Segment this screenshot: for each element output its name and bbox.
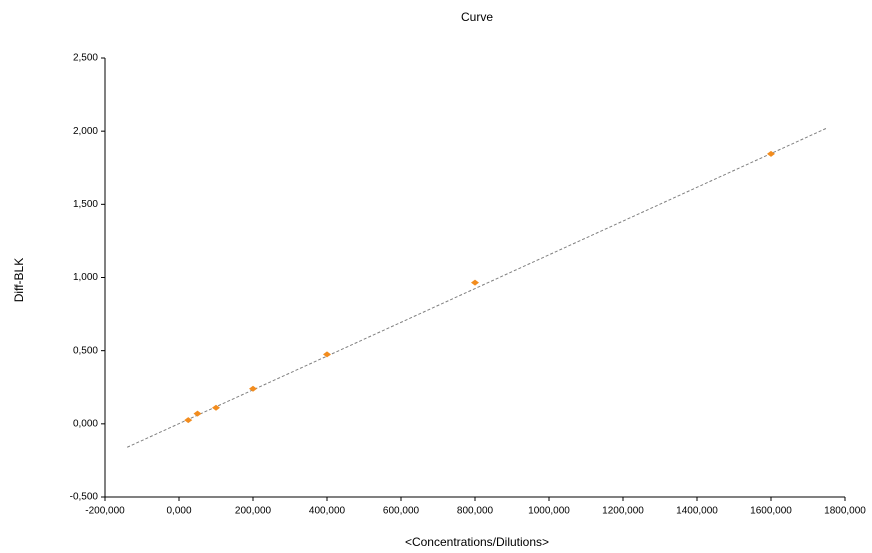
x-tick-label: 200,000 bbox=[235, 506, 272, 517]
data-point bbox=[249, 385, 257, 392]
x-tick-label: 1800,000 bbox=[824, 506, 866, 517]
y-tick-label: -0,500 bbox=[70, 492, 99, 503]
x-axis-label: <Concentrations/Dilutions> bbox=[405, 535, 549, 549]
data-point bbox=[212, 404, 220, 411]
x-tick-label: -200,000 bbox=[85, 506, 125, 517]
data-point bbox=[323, 351, 331, 358]
data-point bbox=[471, 279, 479, 286]
chart-title: Curve bbox=[461, 10, 493, 24]
x-tick-label: 400,000 bbox=[309, 506, 346, 517]
x-tick-label: 0,000 bbox=[166, 506, 191, 517]
x-tick-label: 1000,000 bbox=[528, 506, 570, 517]
x-tick-label: 1200,000 bbox=[602, 506, 644, 517]
y-tick-label: 1,500 bbox=[73, 199, 98, 210]
data-point bbox=[184, 417, 193, 424]
y-tick-label: 2,500 bbox=[73, 53, 98, 64]
y-tick-label: 0,500 bbox=[73, 345, 98, 356]
data-point bbox=[193, 410, 202, 417]
x-tick-label: 1600,000 bbox=[750, 506, 792, 517]
x-tick-label: 1400,000 bbox=[676, 506, 718, 517]
y-tick-label: 0,000 bbox=[73, 418, 98, 429]
y-tick-label: 1,000 bbox=[73, 272, 98, 283]
data-point bbox=[767, 150, 775, 157]
y-axis-label: Diff-BLK bbox=[12, 258, 26, 302]
trend-line bbox=[126, 127, 827, 448]
x-tick-label: 600,000 bbox=[383, 506, 420, 517]
x-tick-label: 800,000 bbox=[457, 506, 494, 517]
y-tick-label: 2,000 bbox=[73, 126, 98, 137]
